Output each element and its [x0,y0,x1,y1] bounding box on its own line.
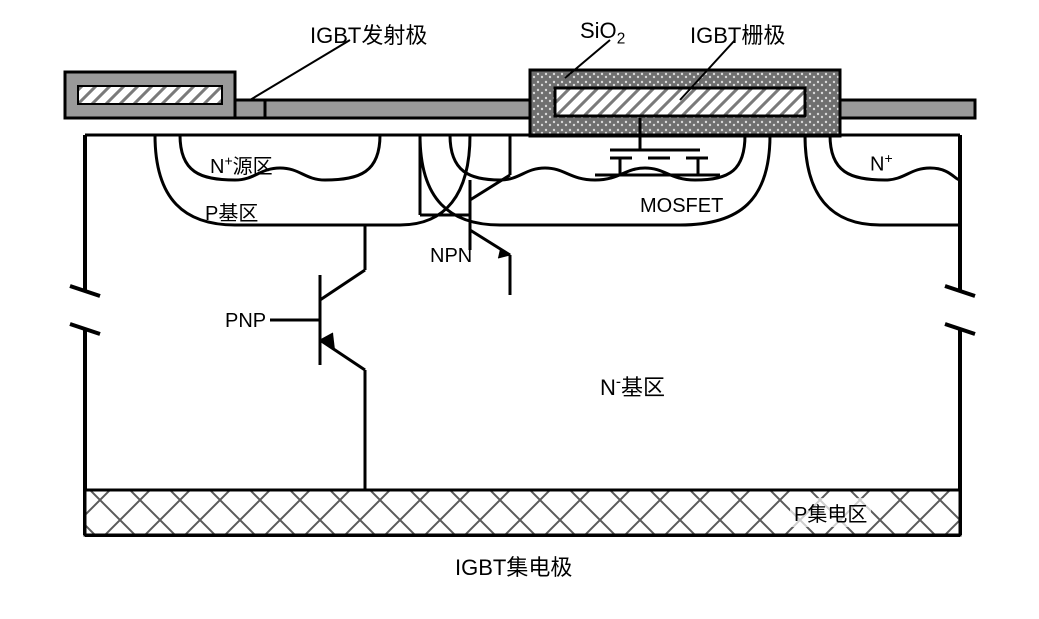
emitter-metal-left [65,72,235,118]
igbt-cross-section [0,0,1039,619]
label-pbase: P基区 [205,197,258,226]
label-p-collector: P集电区 [790,498,871,527]
outer-boundary [70,135,975,535]
label-gate-top: IGBT栅极 [690,18,785,50]
label-nminus-base: N-基区 [600,370,665,402]
label-nplus-source: N+源区 [210,150,273,179]
emitter-metal-mid [265,100,530,118]
well-right [805,135,960,225]
label-collector-bottom: IGBT集电极 [455,550,572,582]
label-nplus-right: N+ [870,150,893,177]
label-sio2: SiO2 [580,18,625,48]
well-left [155,135,470,225]
npn-symbol [420,135,510,295]
metal-right [840,100,975,118]
gate-stack [530,70,840,136]
label-emitter-top: IGBT发射极 [310,18,427,50]
label-pnp: PNP [225,310,266,333]
label-mosfet: MOSFET [640,195,723,218]
label-npn: NPN [430,245,472,268]
diagram-stage: IGBT发射极 SiO2 IGBT栅极 N+源区 P基区 NPN PNP MOS… [0,0,1039,619]
pnp-symbol [270,225,365,490]
